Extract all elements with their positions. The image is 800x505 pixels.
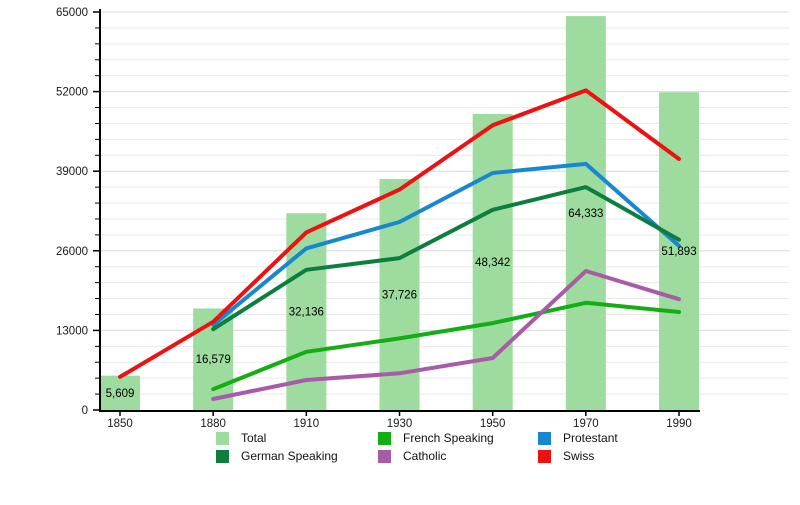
bar-value-label: 16,579 [196,354,231,366]
x-tick-label: 1910 [294,418,320,430]
protestant-line [211,161,681,327]
total-bars [100,16,700,410]
french-speaking-line [211,300,681,392]
bar-value-label: 32,136 [289,307,324,319]
bar-value-label: 5,609 [106,388,135,400]
y-tick-label: 13000 [56,325,88,337]
y-tick-label: 39000 [56,166,88,178]
swiss-line [118,88,681,379]
total-bar-1970 [565,16,606,410]
x-tick-label: 1970 [573,418,599,430]
total-bar-1990 [659,92,700,410]
y-ticks: 0 13000 26000 39000 52000 65000 [56,7,100,417]
y-tick-label: 26000 [56,246,88,258]
series-lines [118,88,681,401]
x-ticks: 1850 1880 1910 1930 1950 1970 1990 [107,411,692,430]
x-tick-label: 1850 [107,418,133,430]
x-tick-label: 1950 [480,418,506,430]
bar-value-label: 64,333 [568,208,603,220]
catholic-line [211,269,681,401]
bar-value-label: 37,726 [382,290,417,302]
bar-value-labels: 5,609 16,579 32,136 37,726 48,342 64,333 51,89… [106,208,697,400]
bar-value-label: 48,342 [475,257,510,269]
x-tick-label: 1930 [387,418,413,430]
x-tick-label: 1990 [666,418,692,430]
german-speaking-line [211,185,681,332]
y-tick-label: 52000 [56,87,88,99]
x-tick-label: 1880 [200,418,226,430]
y-tick-label: 65000 [56,7,88,19]
total-bar-1850 [100,375,140,410]
bar-value-label: 51,893 [661,246,696,258]
y-tick-label: 0 [82,405,88,417]
